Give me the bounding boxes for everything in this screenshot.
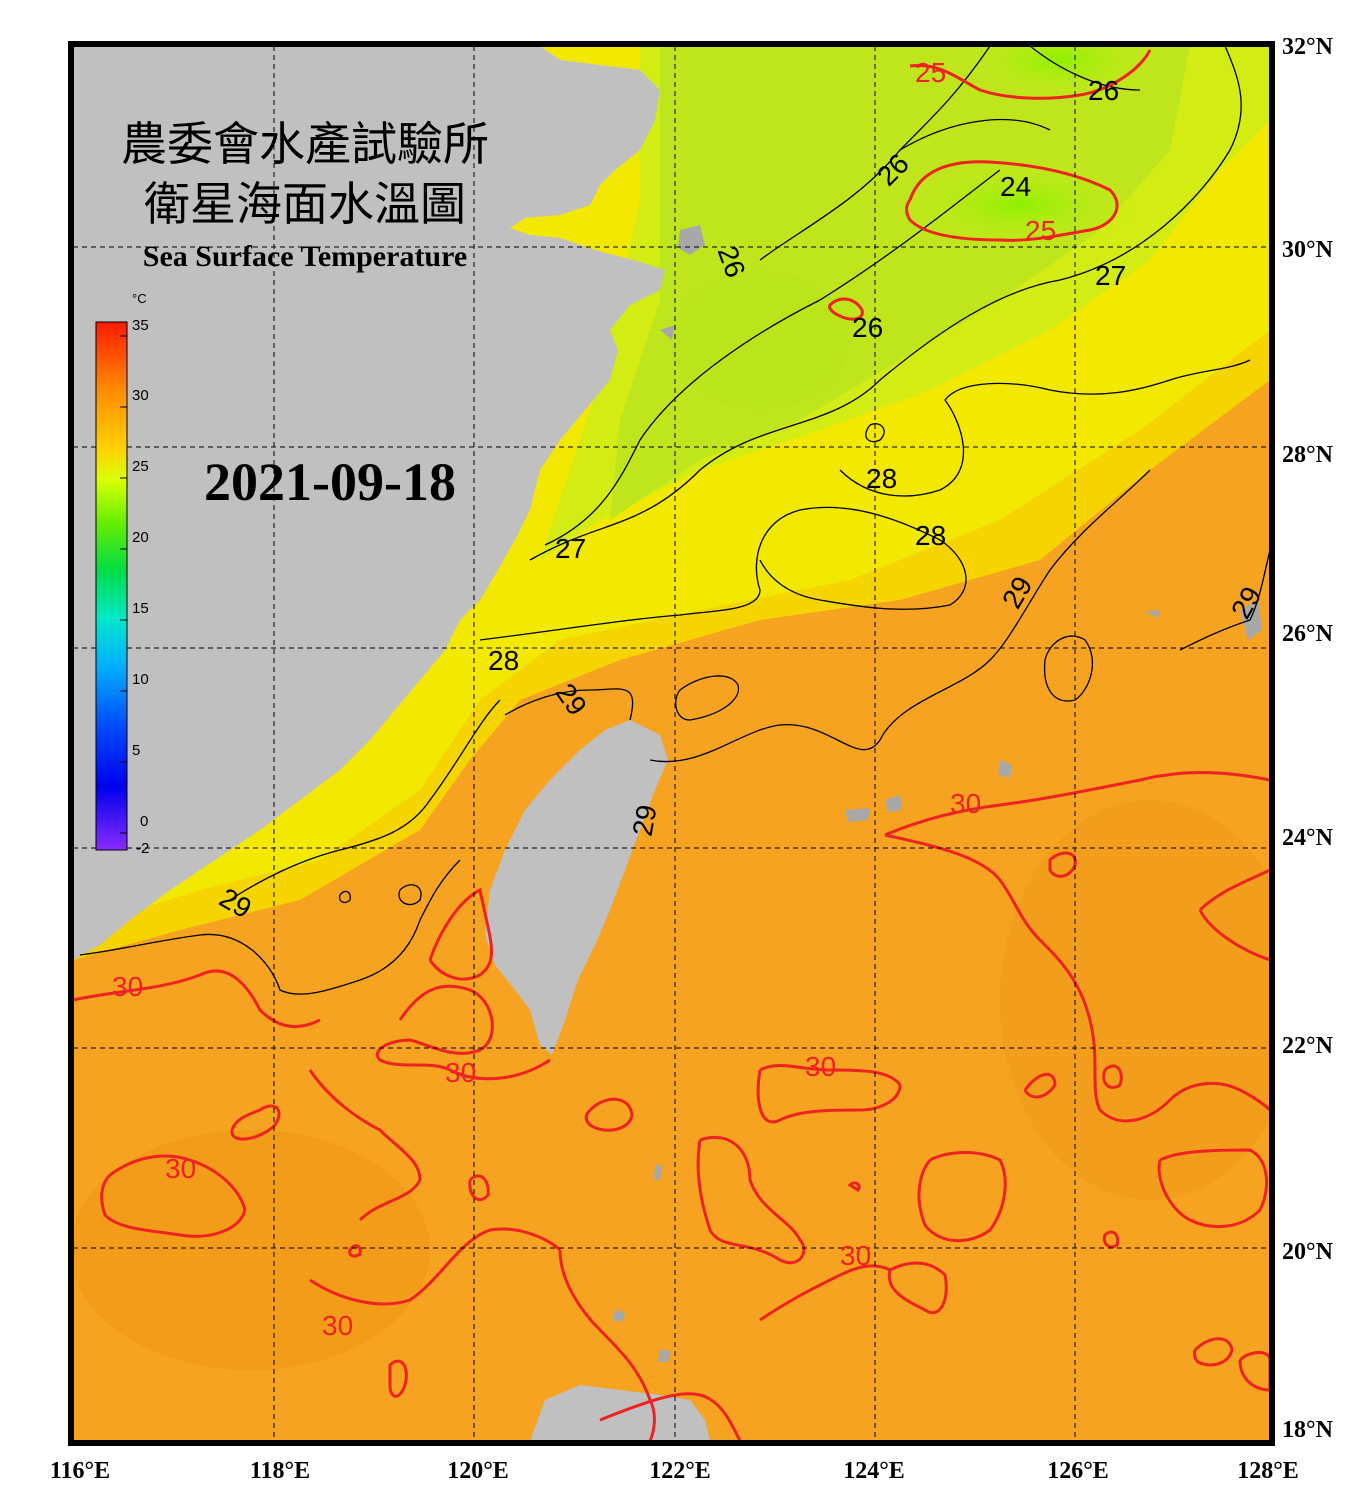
latitude-labels: 32°N 30°N 28°N 26°N 24°N 22°N 20°N 18°N — [1282, 34, 1334, 1443]
map-frame — [68, 41, 1275, 1446]
colorbar-tick-25: 25 — [132, 458, 149, 475]
lat-label-18n: 18°N — [1282, 1417, 1334, 1443]
lat-label-30n: 30°N — [1282, 237, 1334, 263]
colorbar-tick-5: 5 — [132, 742, 140, 759]
china-mainland — [73, 46, 665, 960]
contour-label-30-east: 30 — [950, 788, 981, 819]
contour-label-28-west: 28 — [488, 645, 519, 676]
lat-label-32n: 32°N — [1282, 34, 1334, 60]
land-masses — [73, 46, 1262, 1441]
contour-label-30-scs: 30 — [165, 1153, 196, 1184]
contour-label-27-west: 27 — [555, 533, 586, 564]
graticule — [73, 46, 1270, 1441]
contour-label-25: 25 — [1025, 215, 1056, 246]
contour-label-25-north: 25 — [915, 57, 946, 88]
contour-label-30-sw: 30 — [322, 1310, 353, 1341]
colorbar-tick-0: 0 — [140, 813, 148, 830]
colorbar-tick-10: 10 — [132, 671, 149, 688]
contour-label-30-center: 30 — [805, 1051, 836, 1082]
contour-label-28-north: 28 — [866, 463, 897, 494]
colorbar-tick-minus2: -2 — [136, 840, 149, 857]
contour-label-30-bashi: 30 — [445, 1057, 476, 1088]
taiwan — [485, 720, 668, 1055]
lon-label-122e: 122°E — [649, 1458, 711, 1484]
colorbar: °C 35 30 25 20 15 10 5 0 -2 — [95, 291, 149, 857]
contour-label-28-mid: 28 — [915, 520, 946, 551]
colorbar-tick-35: 35 — [132, 317, 149, 334]
title-en: Sea Surface Temperature — [143, 240, 467, 273]
lon-label-126e: 126°E — [1047, 1458, 1109, 1484]
map-date: 2021-09-18 — [204, 452, 456, 512]
longitude-labels: 116°E 118°E 120°E 122°E 124°E 126°E 128°… — [50, 1458, 1299, 1484]
lat-label-26n: 26°N — [1282, 621, 1334, 647]
lat-label-22n: 22°N — [1282, 1033, 1334, 1059]
lon-label-120e: 120°E — [447, 1458, 509, 1484]
contour-label-30-south: 30 — [840, 1240, 871, 1271]
lon-label-128e: 128°E — [1237, 1458, 1299, 1484]
red-contours — [73, 49, 1270, 1441]
title-zh-line1: 農委會水產試驗所 — [121, 117, 489, 171]
colorbar-tick-20: 20 — [132, 529, 149, 546]
colorbar-tick-30: 30 — [132, 387, 149, 404]
lat-label-24n: 24°N — [1282, 825, 1334, 851]
contour-label-29-taiwan: 29 — [627, 802, 663, 838]
contour-label-26-ne: 26 — [1088, 75, 1119, 106]
lon-label-116e: 116°E — [50, 1458, 110, 1484]
contour-label-26-south: 26 — [852, 312, 883, 343]
lon-label-124e: 124°E — [843, 1458, 905, 1484]
contour-label-27-east: 27 — [1095, 260, 1126, 291]
black-contours — [79, 46, 1270, 995]
lon-label-118e: 118°E — [250, 1458, 310, 1484]
lat-label-28n: 28°N — [1282, 442, 1334, 468]
title-zh-line2: 衛星海面水溫圖 — [144, 177, 466, 231]
colorbar-unit: °C — [132, 291, 147, 306]
lat-label-20n: 20°N — [1282, 1239, 1334, 1265]
colorbar-scale — [95, 321, 128, 851]
contour-label-24: 24 — [1000, 171, 1031, 202]
contour-label-30-west: 30 — [112, 971, 143, 1002]
colorbar-tick-15: 15 — [132, 600, 149, 617]
